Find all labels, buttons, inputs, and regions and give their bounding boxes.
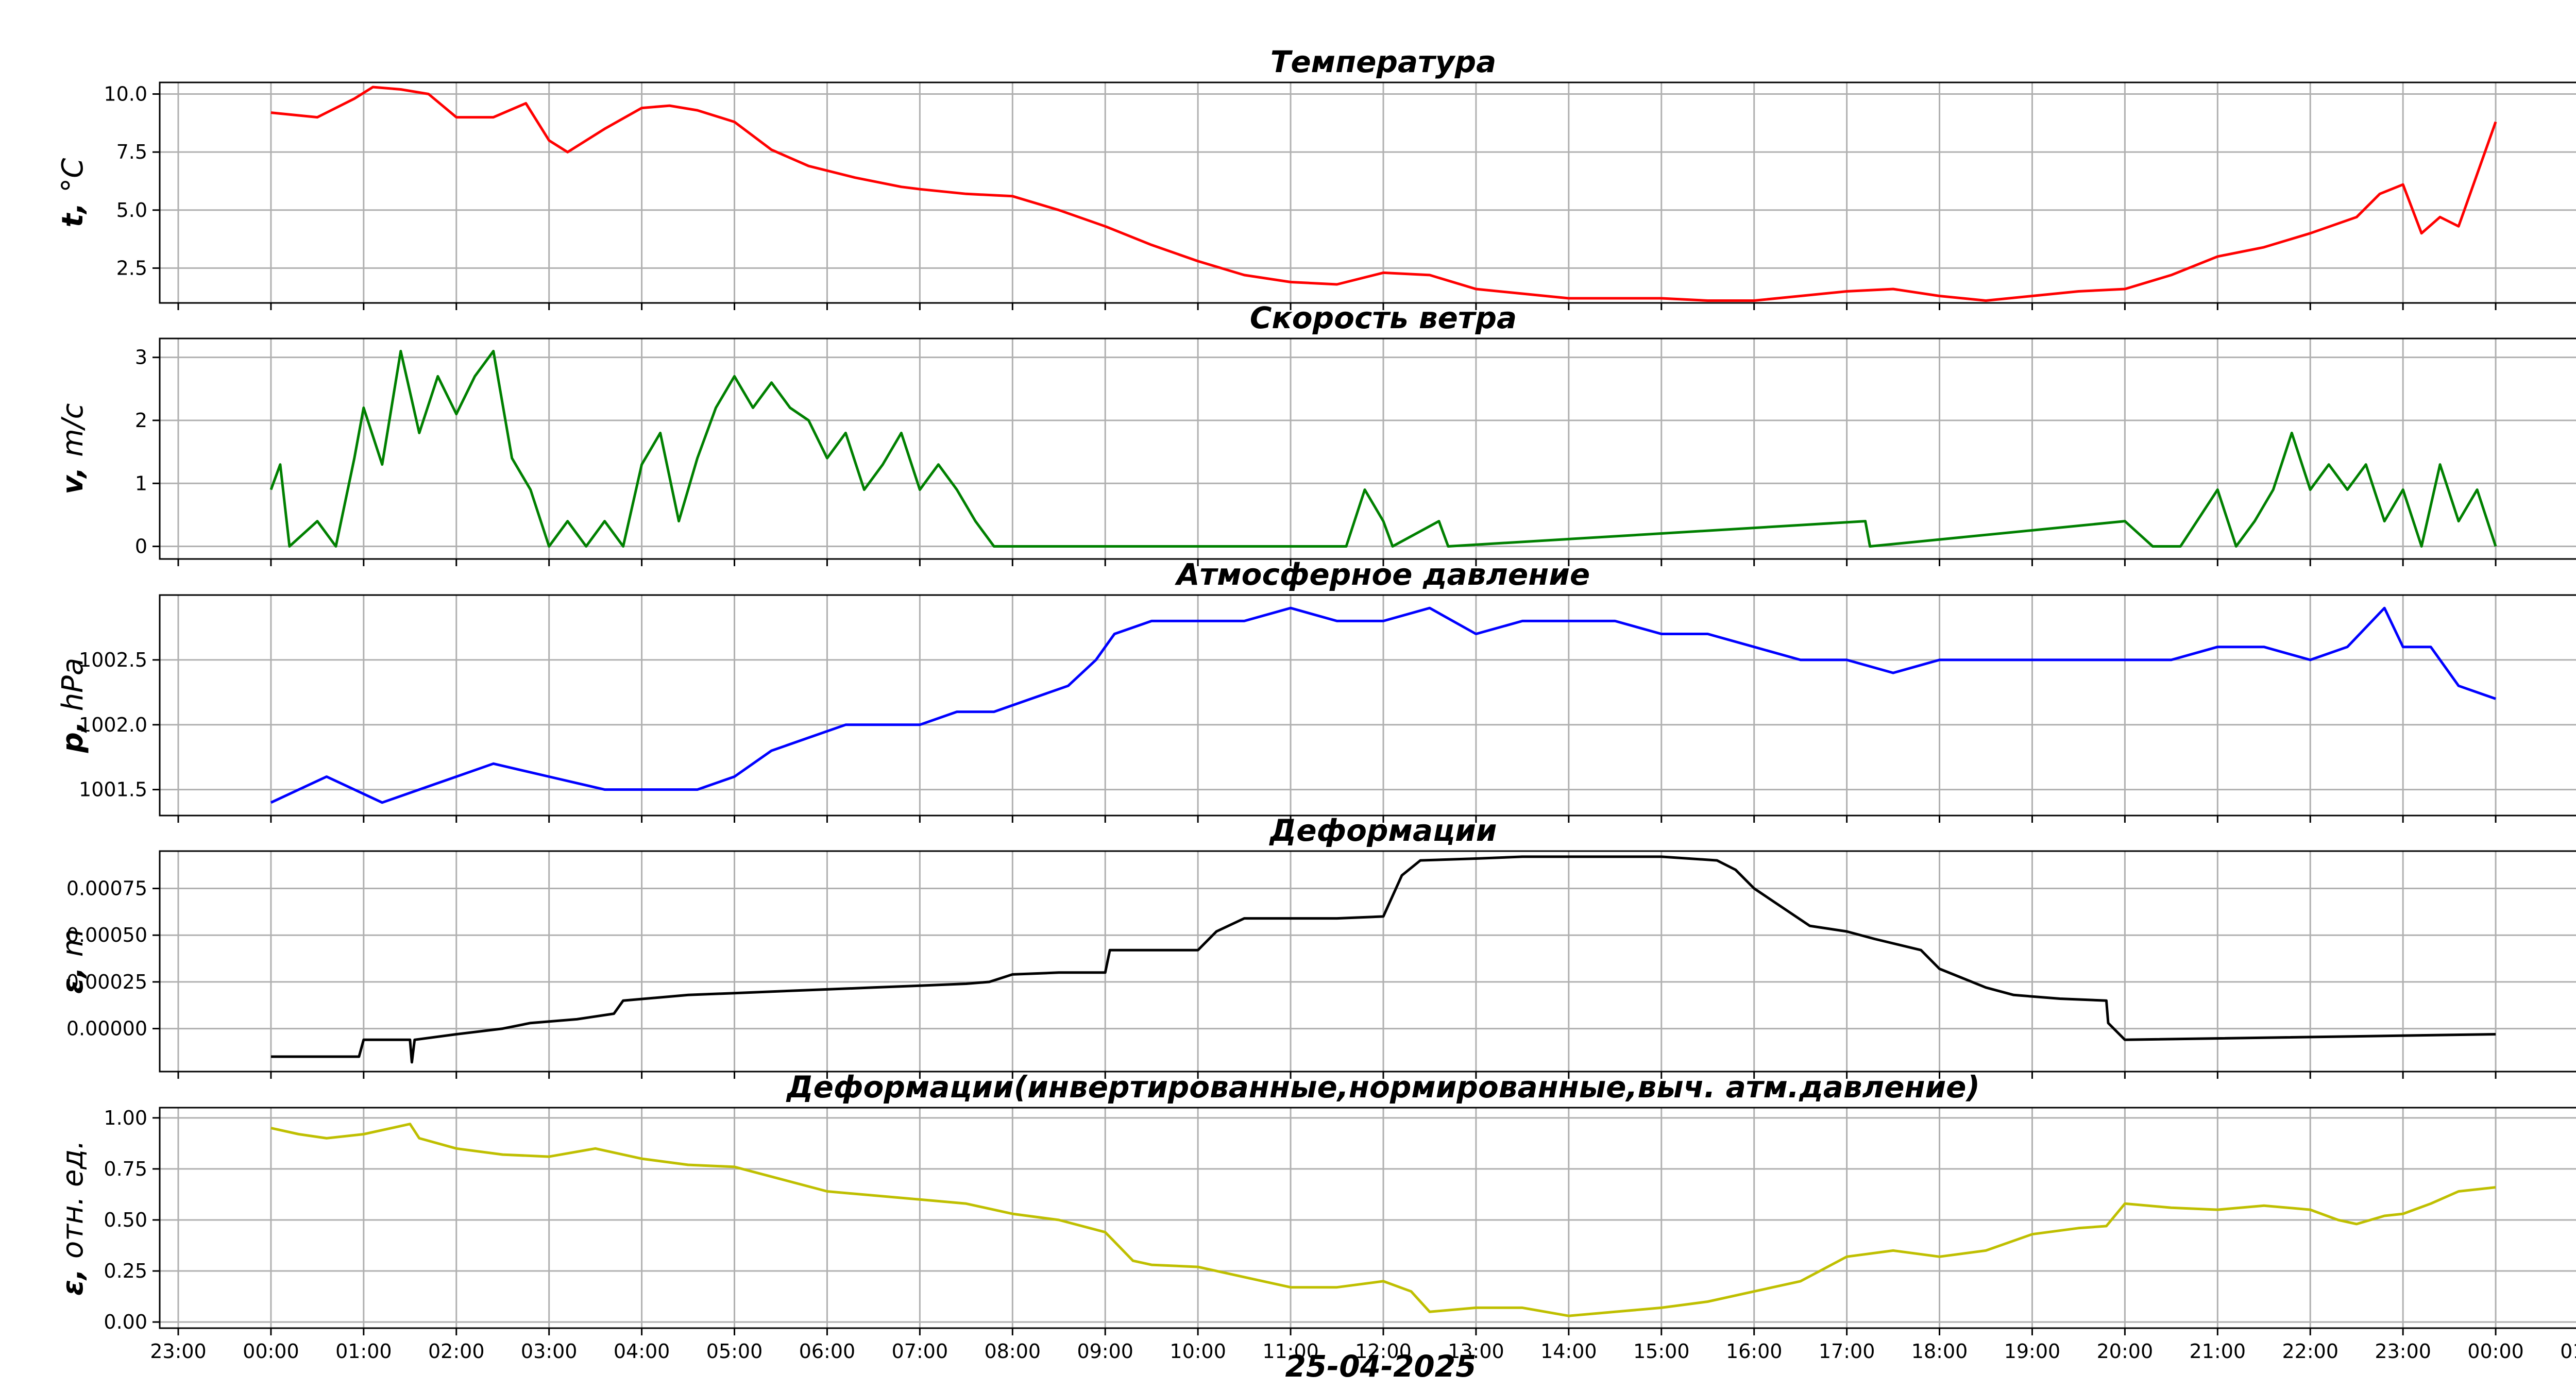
y-axis-label: t, °C <box>56 158 90 228</box>
panel-5: Деформации(инвертированные,нормированные… <box>56 1070 2576 1335</box>
x-tick-label: 04:00 <box>614 1340 670 1363</box>
series-line <box>270 606 2496 804</box>
y-tick-label: 0 <box>135 535 147 558</box>
panel-2: Скорость ветра 0 1 2 3 v, m/c <box>56 300 2576 566</box>
x-tick-label: 09:00 <box>1077 1340 1133 1363</box>
y-tick-label: 3 <box>135 346 147 369</box>
y-tick-label: 0.00025 <box>66 971 147 993</box>
y-tick-label: 1002.5 <box>79 649 147 671</box>
y-tick-label: 1.00 <box>104 1107 147 1129</box>
panel-title: Скорость ветра <box>1250 300 1517 335</box>
x-tick-label: 00:00 <box>2467 1340 2524 1363</box>
x-tick-label: 16:00 <box>1726 1340 1783 1363</box>
x-tick-label: 19:00 <box>2004 1340 2061 1363</box>
panel-4: Деформации 0.00000 0.00025 0.00050 0.00075 ε,… <box>56 813 2576 1079</box>
y-axis-label-symbol: t, <box>56 193 90 228</box>
y-tick-label: 10.0 <box>104 83 147 106</box>
x-axis-label: 25-04-2025 <box>1285 1349 1477 1384</box>
x-tick-label: 01:00 <box>2560 1340 2576 1363</box>
panels: Температура 2.5 5.0 7.5 10.0 t, °C Скорость ве… <box>56 44 2576 1363</box>
y-axis-label: ε, отн. ед. <box>56 1140 90 1296</box>
y-tick-label: 1001.5 <box>79 778 147 801</box>
x-tick-label: 07:00 <box>892 1340 948 1363</box>
y-axis-label-symbol: ε, <box>56 1259 90 1296</box>
panel-title: Атмосферное давление <box>1175 557 1590 592</box>
x-tick-label: 13:00 <box>1448 1340 1504 1363</box>
series-line <box>270 86 2497 302</box>
y-tick-label: 0.00075 <box>66 877 147 900</box>
x-tick-label: 08:00 <box>985 1340 1041 1363</box>
y-axis-label-unit: отн. ед. <box>56 1140 90 1259</box>
axes-frame <box>159 81 2576 304</box>
y-tick-label: 7.5 <box>116 141 147 163</box>
y-axis-label-symbol: v, <box>56 457 90 495</box>
x-tick-label: 01:00 <box>335 1340 392 1363</box>
panel-title: Деформации(инвертированные,нормированные… <box>786 1070 1980 1105</box>
panel-title: Деформации <box>1269 813 1497 848</box>
y-axis-label-unit: °C <box>56 158 90 193</box>
x-tick-label: 00:00 <box>243 1340 299 1363</box>
y-tick-label: 5.0 <box>116 199 147 222</box>
y-tick-label: 1002.0 <box>79 714 147 736</box>
y-axis-label-unit: hPa <box>56 658 90 711</box>
y-tick-label: 2 <box>135 409 147 432</box>
axes-frame <box>159 1107 2576 1329</box>
x-tick-label: 06:00 <box>799 1340 856 1363</box>
y-tick-label: 0.25 <box>104 1260 147 1282</box>
panel-3: Атмосферное давление1001.51002.01002.5p,… <box>56 557 2576 823</box>
series-line <box>270 1123 2496 1317</box>
x-tick-label: 10:00 <box>1170 1340 1226 1363</box>
y-axis-label: p, hPa <box>56 658 90 753</box>
y-tick-label: 0.00000 <box>66 1017 147 1040</box>
y-tick-label: 0.00050 <box>66 924 147 946</box>
y-axis-label-symbol: p, <box>56 711 90 753</box>
series-line <box>269 350 2497 548</box>
y-axis-label-symbol: ε, <box>56 957 90 994</box>
x-tick-label: 05:00 <box>706 1340 763 1363</box>
axes-frame <box>159 594 2576 817</box>
x-tick-label: 12:00 <box>1355 1340 1412 1363</box>
series-line <box>270 855 2496 1064</box>
panel-1: Температура 2.5 5.0 7.5 10.0 t, °C <box>56 44 2576 310</box>
x-tick-label: 21:00 <box>2190 1340 2246 1363</box>
y-tick-label: 0.75 <box>104 1158 147 1180</box>
x-tick-label: 23:00 <box>150 1340 207 1363</box>
x-tick-label: 11:00 <box>1262 1340 1319 1363</box>
x-tick-label: 14:00 <box>1540 1340 1597 1363</box>
x-tick-label: 23:00 <box>2375 1340 2431 1363</box>
y-tick-label: 0.00 <box>104 1311 147 1333</box>
y-axis-label: ε, m <box>56 929 90 994</box>
x-tick-label: 03:00 <box>521 1340 578 1363</box>
x-tick-label: 15:00 <box>1633 1340 1690 1363</box>
x-tick-label: 02:00 <box>428 1340 485 1363</box>
x-tick-label: 20:00 <box>2097 1340 2154 1363</box>
x-tick-label: 22:00 <box>2282 1340 2338 1363</box>
y-tick-label: 1 <box>135 472 147 495</box>
axes-frame <box>159 337 2576 560</box>
y-axis-label: v, m/c <box>56 403 90 494</box>
y-axis-label-unit: m <box>56 929 90 957</box>
x-tick-label: 17:00 <box>1819 1340 1875 1363</box>
y-tick-label: 0.50 <box>104 1209 147 1231</box>
x-tick-label: 18:00 <box>1911 1340 1968 1363</box>
y-tick-label: 2.5 <box>116 257 147 279</box>
panel-title: Температура <box>1270 44 1496 79</box>
y-axis-label-unit: m/c <box>56 403 90 456</box>
axes-frame <box>159 850 2576 1073</box>
